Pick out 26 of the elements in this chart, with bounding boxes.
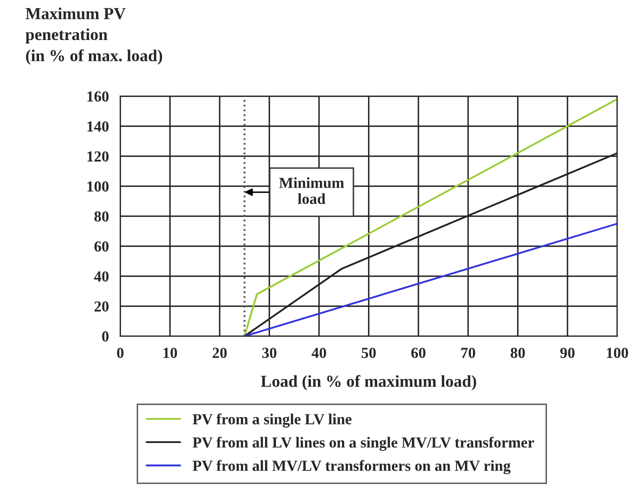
y-tick-label: 100	[87, 181, 109, 192]
x-tick-label: 60	[411, 348, 426, 358]
x-tick-label: 40	[312, 348, 326, 358]
x-tick-label: 0	[117, 348, 124, 358]
x-tick-label: 20	[212, 348, 227, 358]
annotation: Minimum load	[279, 177, 344, 204]
y-tick-label: 80	[94, 211, 109, 222]
y-tick-label: 20	[94, 301, 109, 312]
legend-label: PV from all LV lines on a single MV/LV transformer	[192, 436, 534, 451]
legend-label: PV from a single LV line	[192, 413, 352, 428]
x-tick-label: 100	[606, 348, 628, 358]
y-tick-label: 120	[87, 151, 109, 162]
x-axis-title: Load (in % of maximum load)	[260, 375, 476, 390]
y-tick-label: 160	[87, 91, 109, 102]
x-tick-label: 70	[461, 348, 476, 358]
legend-label: PV from all MV/LV transformers on an MV ring	[192, 460, 511, 474]
y-axis-title: Maximum PV penetration (in % of max. load)	[26, 8, 162, 65]
x-tick-label: 80	[510, 348, 525, 358]
y-tick-label: 0	[102, 331, 109, 342]
x-tick-label: 50	[362, 348, 376, 358]
x-tick-label: 30	[262, 348, 276, 358]
x-tick-label: 10	[164, 348, 178, 358]
x-tick-label: 90	[560, 348, 575, 358]
y-tick-label: 40	[94, 271, 109, 282]
y-tick-label: 60	[94, 241, 109, 252]
y-tick-label: 140	[87, 121, 109, 132]
